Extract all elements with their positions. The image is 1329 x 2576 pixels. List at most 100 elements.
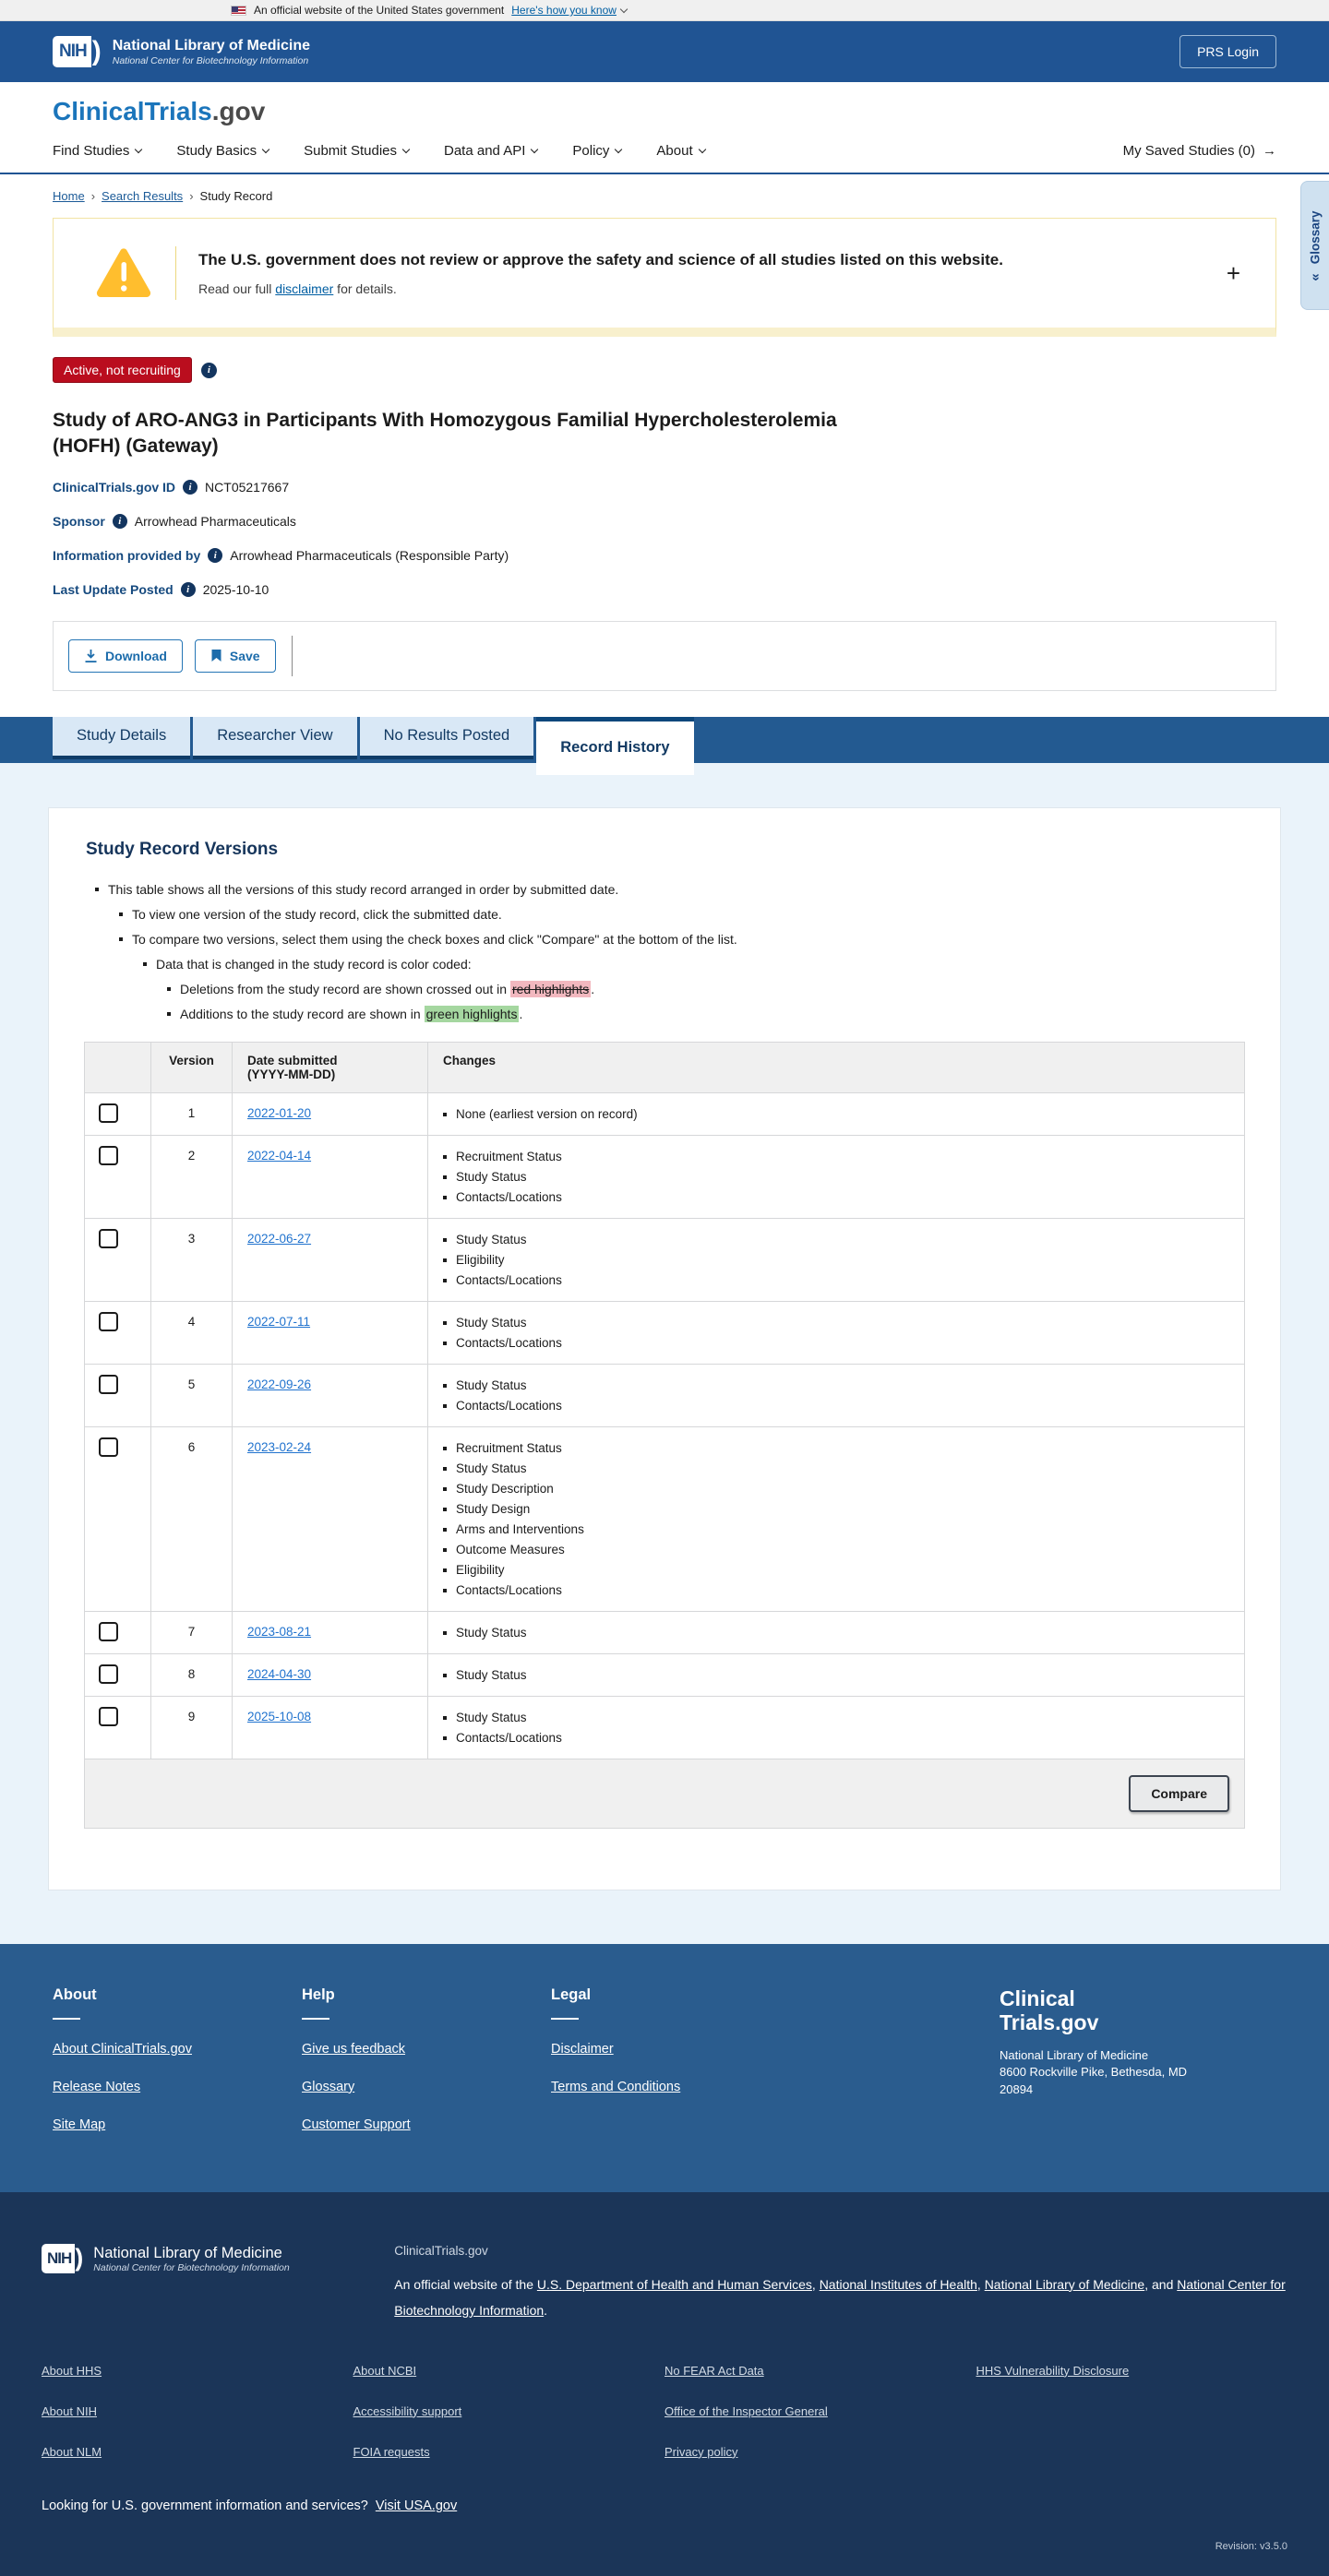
gov-footer-link-about-hhs[interactable]: About HHS xyxy=(42,2363,102,2378)
version-checkbox[interactable] xyxy=(99,1311,118,1331)
official-link-national-center-for-biotechnology-information[interactable]: National Center for Biotechnology Inform… xyxy=(394,2276,1286,2318)
table-row: 4 2022-07-11 Study Status Contacts/Location… xyxy=(84,1300,1245,1365)
date-link[interactable]: 2023-02-24 xyxy=(247,1439,312,1454)
version-checkbox[interactable] xyxy=(99,1228,118,1248)
version-checkbox[interactable] xyxy=(99,1621,118,1641)
tab-no-results-posted[interactable]: No Results Posted xyxy=(359,716,534,759)
nav-item-study-basics[interactable]: Study Basics xyxy=(176,143,270,159)
info-icon[interactable]: i xyxy=(208,547,223,563)
date-link[interactable]: 2024-04-30 xyxy=(247,1666,312,1681)
footer-link-glossary[interactable]: Glossary xyxy=(302,2079,355,2094)
date-cell: 2025-10-08 xyxy=(232,1695,428,1759)
tab-study-details[interactable]: Study Details xyxy=(53,716,191,759)
main-nav: Find Studies Study Basics Submit Studies Da… xyxy=(53,143,1276,173)
footer-link-give-us-feedback[interactable]: Give us feedback xyxy=(302,2041,406,2057)
date-cell: 2022-01-20 xyxy=(232,1091,428,1136)
table-row: 3 2022-06-27 Study Status Eligibility Contac… xyxy=(84,1217,1245,1302)
gov-footer-link-about-nih[interactable]: About NIH xyxy=(42,2403,97,2418)
changes-cell: Study Status Eligibility Contacts/Location… xyxy=(427,1217,1245,1302)
glossary-side-tab[interactable]: « Glossary xyxy=(1300,181,1329,310)
gov-footer-link-hhs-vulnerability-disclosure[interactable]: HHS Vulnerability Disclosure xyxy=(976,2363,1130,2378)
info-icon[interactable]: i xyxy=(180,581,196,597)
gov-footer-link-office-of-the-inspector-general[interactable]: Office of the Inspector General xyxy=(664,2403,828,2418)
disclaimer-link[interactable]: disclaimer xyxy=(275,280,334,296)
footer-nih-logo[interactable]: NIH) National Library of Medicine Nation… xyxy=(42,2243,394,2323)
breadcrumb-link-home[interactable]: Home xyxy=(53,189,85,203)
nih-logo[interactable]: NIH) xyxy=(53,36,102,67)
version-cell: 2 xyxy=(150,1134,233,1219)
nav-item-policy[interactable]: Policy xyxy=(572,143,623,159)
prs-login-button[interactable]: PRS Login xyxy=(1179,35,1276,68)
info-icon[interactable]: i xyxy=(183,479,198,495)
gov-footer-link-column: About HHS About NIH About NLM xyxy=(42,2364,353,2486)
changes-list: None (earliest version on record) xyxy=(443,1107,1229,1121)
site-footer: About About ClinicalTrials.gov Release Not… xyxy=(0,1943,1329,2192)
version-checkbox[interactable] xyxy=(99,1145,118,1165)
nav-item-label: Data and API xyxy=(444,143,526,159)
expand-plus-icon[interactable]: + xyxy=(1226,259,1240,287)
version-checkbox[interactable] xyxy=(99,1664,118,1684)
date-link[interactable]: 2022-01-20 xyxy=(247,1105,312,1120)
nav-items: Find Studies Study Basics Submit Studies Da… xyxy=(53,143,740,159)
nav-item-about[interactable]: About xyxy=(656,143,706,159)
version-checkbox[interactable] xyxy=(99,1103,118,1123)
footer-link-site-map[interactable]: Site Map xyxy=(53,2117,106,2132)
my-saved-studies-link[interactable]: My Saved Studies (0) → xyxy=(1122,143,1276,159)
field-label: Information provided by xyxy=(53,547,201,563)
version-checkbox[interactable] xyxy=(99,1706,118,1726)
tab-researcher-view[interactable]: Researcher View xyxy=(193,716,357,759)
download-button[interactable]: Download xyxy=(68,638,183,673)
field-label: Last Update Posted xyxy=(53,581,174,597)
gov-footer-link-no-fear-act-data[interactable]: No FEAR Act Data xyxy=(664,2363,764,2378)
glossary-label: Glossary xyxy=(1308,209,1323,264)
visit-usagov-link[interactable]: Visit USA.gov xyxy=(375,2498,458,2513)
footer-heading-rule xyxy=(302,2017,329,2020)
changes-cell: Study Status xyxy=(427,1610,1245,1654)
footer-column-help: Help Give us feedback Glossary Customer Sup… xyxy=(302,1986,551,2155)
info-icon[interactable]: i xyxy=(112,513,127,529)
field-value: Arrowhead Pharmaceuticals (Responsible P… xyxy=(230,547,509,563)
footer-link-customer-support[interactable]: Customer Support xyxy=(302,2117,411,2132)
gov-footer-link-about-ncbi[interactable]: About NCBI xyxy=(353,2363,417,2378)
gov-footer-link-about-nlm[interactable]: About NLM xyxy=(42,2444,102,2459)
compare-button[interactable]: Compare xyxy=(1129,1774,1229,1812)
date-link[interactable]: 2023-08-21 xyxy=(247,1624,312,1639)
date-link[interactable]: 2025-10-08 xyxy=(247,1709,312,1723)
gov-footer-link-privacy-policy[interactable]: Privacy policy xyxy=(664,2444,738,2459)
intro-line-red: Deletions from the study record are show… xyxy=(167,980,1245,997)
how-you-know-link[interactable]: Here's how you know xyxy=(511,4,629,17)
breadcrumb-link-search-results[interactable]: Search Results xyxy=(102,189,184,203)
status-info-icon[interactable]: i xyxy=(200,362,217,378)
nav-item-find-studies[interactable]: Find Studies xyxy=(53,143,143,159)
version-checkbox[interactable] xyxy=(99,1437,118,1457)
footer-site-name: ClinicalTrials.gov xyxy=(394,2243,488,2258)
version-cell: 6 xyxy=(150,1425,233,1612)
field-label: Sponsor xyxy=(53,513,105,529)
table-row: 5 2022-09-26 Study Status Contacts/Location… xyxy=(84,1363,1245,1427)
tab-record-history[interactable]: Record History xyxy=(536,716,694,775)
date-link[interactable]: 2022-06-27 xyxy=(247,1231,312,1246)
official-link-national-institutes-of-health[interactable]: National Institutes of Health xyxy=(819,2276,977,2292)
version-checkbox[interactable] xyxy=(99,1374,118,1394)
footer-link-disclaimer[interactable]: Disclaimer xyxy=(551,2041,614,2057)
official-link-national-library-of-medicine[interactable]: National Library of Medicine xyxy=(984,2276,1145,2292)
gov-disclaimer-banner: The U.S. government does not review or a… xyxy=(53,218,1276,337)
study-field-sponsor: Sponsor i Arrowhead Pharmaceuticals xyxy=(53,513,1276,529)
save-button[interactable]: Save xyxy=(194,638,276,673)
date-link[interactable]: 2022-09-26 xyxy=(247,1377,312,1391)
gov-footer-link-accessibility-support[interactable]: Accessibility support xyxy=(353,2403,462,2418)
status-badge: Active, not recruiting xyxy=(53,357,192,383)
footer-link-terms-and-conditions[interactable]: Terms and Conditions xyxy=(551,2079,681,2094)
official-link-u-s-department-of-health-and-human-services[interactable]: U.S. Department of Health and Human Serv… xyxy=(536,2276,812,2292)
nav-item-submit-studies[interactable]: Submit Studies xyxy=(304,143,411,159)
footer-address: National Library of Medicine 8600 Rockvil… xyxy=(1000,2047,1276,2100)
date-link[interactable]: 2022-04-14 xyxy=(247,1148,312,1163)
versions-card: Study Record Versions This table shows a… xyxy=(48,806,1281,1890)
date-link[interactable]: 2022-07-11 xyxy=(247,1314,311,1329)
footer-link-about-clinicaltrials-gov[interactable]: About ClinicalTrials.gov xyxy=(53,2041,192,2057)
nav-item-data-and-api[interactable]: Data and API xyxy=(444,143,539,159)
gov-footer-link-foia-requests[interactable]: FOIA requests xyxy=(353,2444,430,2459)
changes-list: Study Status xyxy=(443,1668,1229,1682)
footer-link-release-notes[interactable]: Release Notes xyxy=(53,2079,141,2094)
clinicaltrials-logo[interactable]: ClinicalTrials.gov xyxy=(53,97,266,125)
